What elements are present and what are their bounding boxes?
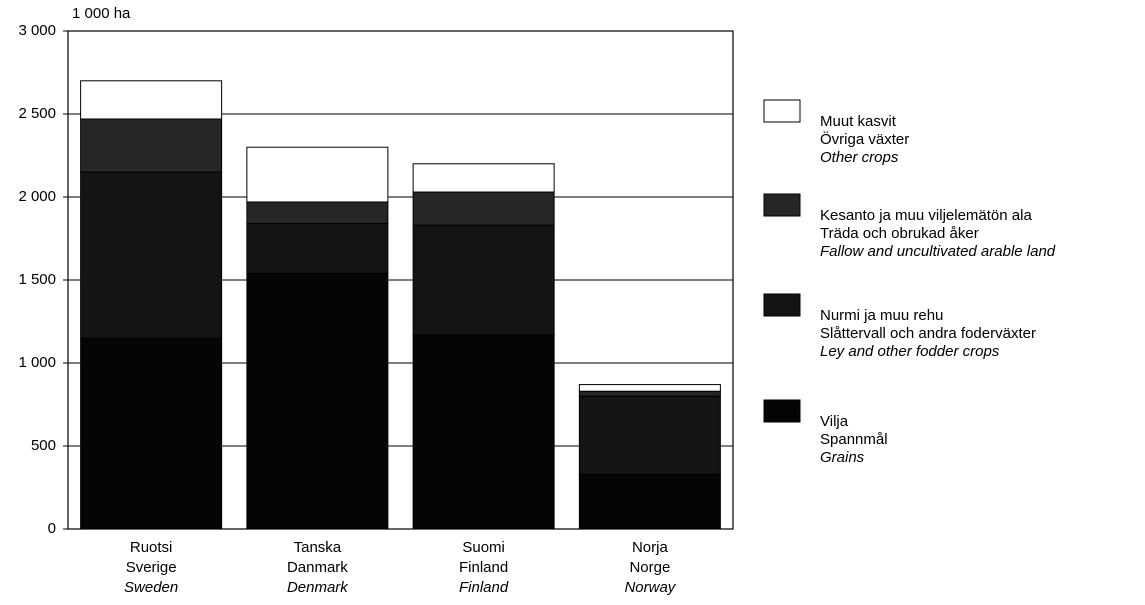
bar-segment bbox=[80, 337, 223, 530]
legend-label: Other crops bbox=[820, 149, 899, 166]
plot-frame bbox=[67, 30, 734, 530]
legend-swatch bbox=[763, 193, 801, 217]
x-tick-label: Norja bbox=[632, 539, 669, 556]
bar-segment bbox=[412, 334, 555, 530]
x-tick-label: Danmark bbox=[287, 559, 348, 576]
legend-label: Vilja bbox=[820, 413, 849, 430]
x-tick-label: Suomi bbox=[462, 539, 505, 556]
legend-label: Spannmål bbox=[820, 431, 888, 448]
bar-segment bbox=[246, 272, 389, 530]
y-tick-label: 3 000 bbox=[18, 22, 56, 39]
legend-swatch bbox=[763, 99, 801, 123]
x-tick-label: Tanska bbox=[294, 539, 342, 556]
x-tick-label: Norge bbox=[629, 559, 670, 576]
legend-label: Ley and other fodder crops bbox=[820, 343, 1000, 360]
y-tick-label: 1 500 bbox=[18, 271, 56, 288]
legend-label: Grains bbox=[820, 449, 865, 466]
legend-label: Slåttervall och andra foderväxter bbox=[820, 325, 1036, 342]
legend-swatch bbox=[763, 293, 801, 317]
y-tick-label: 2 500 bbox=[18, 105, 56, 122]
y-tick-label: 1 000 bbox=[18, 354, 56, 371]
x-tick-label: Ruotsi bbox=[130, 539, 173, 556]
bar-segment bbox=[246, 223, 389, 274]
y-tick-label: 2 000 bbox=[18, 188, 56, 205]
x-tick-label: Sverige bbox=[126, 559, 177, 576]
legend-label: Nurmi ja muu rehu bbox=[820, 307, 943, 324]
bar-segment bbox=[578, 384, 721, 392]
bar-segment bbox=[246, 201, 389, 225]
bar-segment bbox=[246, 146, 389, 203]
legend-label: Övriga växter bbox=[820, 130, 909, 148]
y-tick-label: 0 bbox=[48, 520, 56, 537]
legend-label: Kesanto ja muu viljelemätön ala bbox=[820, 207, 1032, 224]
x-tick-label: Finland bbox=[459, 559, 508, 576]
y-tick-label: 500 bbox=[31, 437, 56, 454]
bar-segment bbox=[412, 224, 555, 336]
legend-label: Fallow and uncultivated arable land bbox=[820, 243, 1056, 260]
legend-swatch bbox=[763, 399, 801, 423]
bar-segment bbox=[578, 395, 721, 475]
bar-segment bbox=[80, 171, 223, 339]
x-tick-label: Norway bbox=[624, 579, 676, 596]
x-tick-label: Denmark bbox=[287, 579, 349, 596]
bar-segment bbox=[80, 80, 223, 120]
legend-label: Träda och obrukad åker bbox=[820, 225, 979, 242]
bar-segment bbox=[80, 118, 223, 173]
y-axis-unit: 1 000 ha bbox=[72, 5, 131, 22]
x-tick-label: Sweden bbox=[124, 579, 178, 596]
x-tick-label: Finland bbox=[459, 579, 509, 596]
bar-segment bbox=[578, 390, 721, 397]
bar-segment bbox=[412, 163, 555, 193]
bar-segment bbox=[412, 191, 555, 226]
bar-segment bbox=[578, 473, 721, 530]
legend-label: Muut kasvit bbox=[820, 113, 897, 130]
